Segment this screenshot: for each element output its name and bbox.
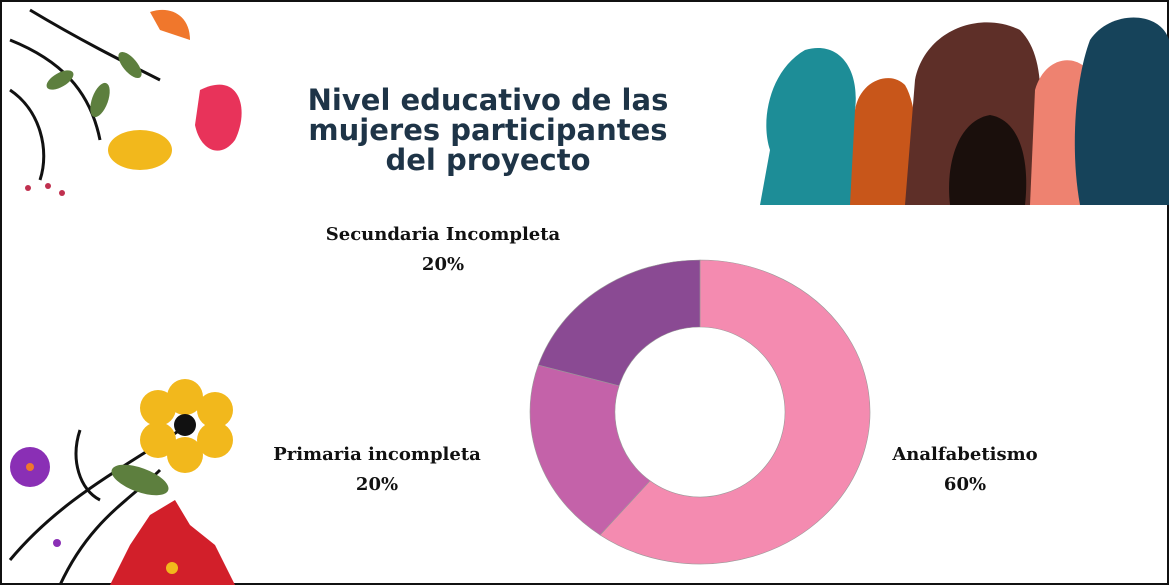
slice-value: 20% <box>356 474 398 495</box>
slice-value: 60% <box>944 474 986 495</box>
title-line: mujeres participantes <box>308 113 667 147</box>
slice-value: 20% <box>422 254 464 275</box>
silhouettes <box>760 17 1169 205</box>
slice <box>599 259 871 565</box>
slice <box>529 364 651 536</box>
slice-category: Secundaria Incompleta <box>326 224 561 245</box>
title-line: Nivel educativo de las <box>308 83 669 117</box>
flowers-bottom-left <box>8 379 235 585</box>
donut: Analfabetismo 60% Primaria incompleta 20% Se… <box>273 224 1038 565</box>
slice-category: Analfabetismo <box>891 444 1037 465</box>
flowers-top-left <box>9 8 242 196</box>
slice-category: Primaria incompleta <box>273 444 481 465</box>
slice <box>537 259 701 387</box>
title-line: del proyecto <box>386 143 591 177</box>
